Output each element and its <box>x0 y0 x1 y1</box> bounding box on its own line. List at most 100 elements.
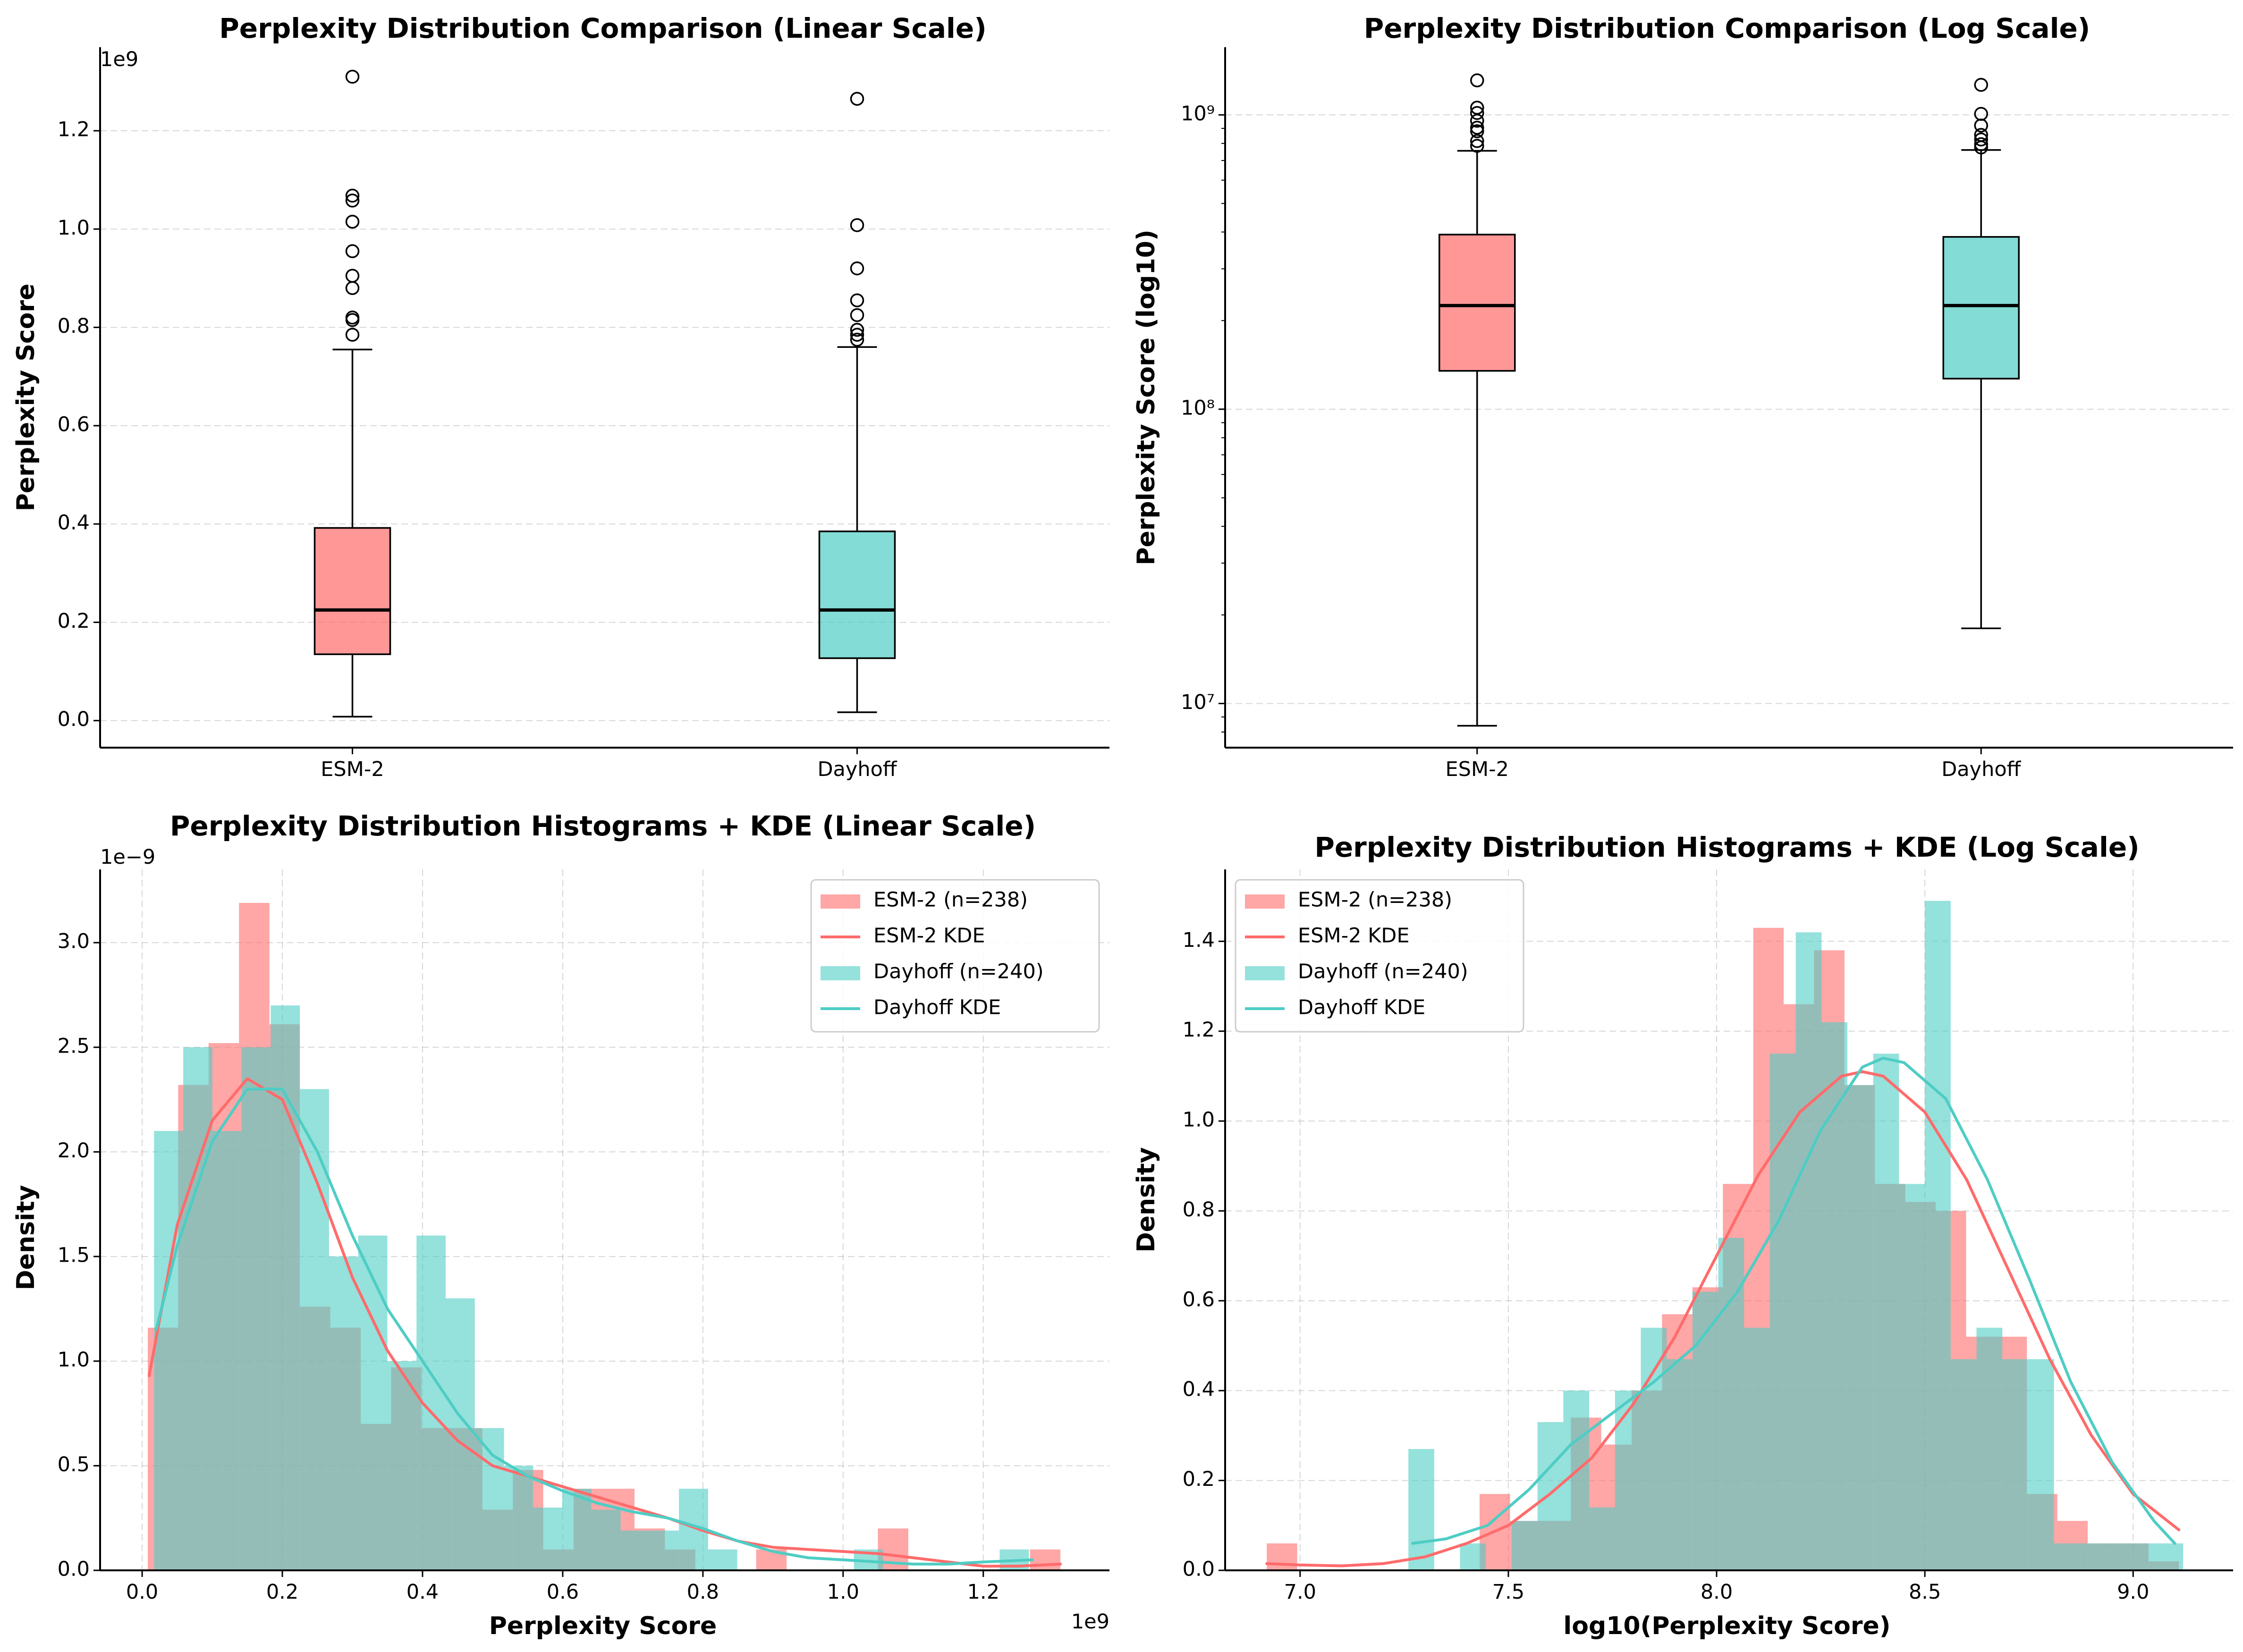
x-tick-label: 8.5 <box>1909 1580 1941 1604</box>
x-tick-label: Dayhoff <box>817 758 897 781</box>
y-tick-label: 0.4 <box>1183 1378 1215 1401</box>
y-tick-label: 0.8 <box>58 314 90 338</box>
chart-title: Perplexity Distribution Comparison (Log … <box>1364 12 2091 44</box>
legend-label: ESM-2 KDE <box>873 924 985 948</box>
histogram-bar-dayhoff <box>708 1549 737 1570</box>
histogram-linear-panel: Perplexity Distribution Histograms + KDE… <box>12 810 1109 1640</box>
legend-label: ESM-2 (n=238) <box>873 888 1028 912</box>
histogram-bar-dayhoff <box>1615 1391 1641 1570</box>
histogram-bar-dayhoff <box>1899 1184 1925 1570</box>
chart-title: Perplexity Distribution Histograms + KDE… <box>170 810 1036 842</box>
kde-line-dayhoff <box>1411 1056 2176 1545</box>
histogram-bar-dayhoff <box>1950 1359 1977 1570</box>
legend-label: Dayhoff (n=240) <box>873 960 1044 984</box>
histogram-bar-dayhoff <box>1408 1449 1434 1570</box>
y-tick-label: 2.5 <box>58 1034 90 1058</box>
histogram-bar-dayhoff <box>1769 1054 1796 1570</box>
outlier-dayhoff <box>1974 128 1988 142</box>
legend-frame <box>810 879 1100 1033</box>
y-axis-label: Perplexity Score (log10) <box>1132 229 1160 565</box>
y-tick-label: 1.0 <box>58 216 90 240</box>
outlier-esm2 <box>1470 120 1484 135</box>
histogram-bar-dayhoff <box>358 1235 388 1570</box>
boxplot-log-panel: Perplexity Distribution Comparison (Log … <box>1132 12 2233 781</box>
outlier-dayhoff <box>850 323 864 337</box>
x-tick-label: 9.0 <box>2117 1580 2149 1604</box>
y-tick-label: 0.0 <box>58 708 90 731</box>
outlier-dayhoff <box>850 328 864 342</box>
histogram-bar-dayhoff <box>591 1509 621 1570</box>
x-tick-label: ESM-2 <box>1446 758 1509 781</box>
histogram-bar-dayhoff <box>2054 1543 2080 1570</box>
histogram-bar-dayhoff <box>300 1089 329 1570</box>
histogram-bar-dayhoff <box>2157 1543 2184 1570</box>
y-tick-label: 0.6 <box>58 413 90 436</box>
histogram-bar-dayhoff <box>271 1005 300 1570</box>
box-dayhoff <box>1942 236 2020 379</box>
legend-label: Dayhoff (n=240) <box>1298 960 1468 984</box>
box-esm2 <box>313 527 391 655</box>
histogram-bar-dayhoff <box>1976 1327 2003 1570</box>
legend-label: ESM-2 KDE <box>1298 924 1410 948</box>
y-axis-label: Density <box>1132 1147 1160 1253</box>
legend: ESM-2 (n=238) ESM-2 KDE Dayhoff (n=240) Day… <box>810 879 1100 1033</box>
histogram-bar-dayhoff <box>1511 1521 1538 1570</box>
kde-line-dayhoff <box>154 1087 1034 1566</box>
outlier-esm2 <box>1470 139 1484 153</box>
y-tick-label: 1.2 <box>1183 1018 1215 1042</box>
histogram-bar-esm2 <box>1267 1543 1297 1570</box>
y-tick-label: 0.0 <box>1183 1558 1215 1581</box>
y-tick-label: 1.5 <box>58 1244 90 1267</box>
histogram-bar-dayhoff <box>1537 1422 1564 1570</box>
legend-label: Dayhoff KDE <box>873 996 1001 1020</box>
histogram-bar-dayhoff <box>533 1508 563 1570</box>
y-offset-label: 1e9 <box>100 48 138 71</box>
outlier-esm2 <box>345 269 360 283</box>
y-tick-label: 0.4 <box>58 511 90 535</box>
outlier-esm2 <box>1470 106 1484 120</box>
outlier-dayhoff <box>1974 132 1988 147</box>
outlier-esm2 <box>345 281 360 295</box>
y-tick-label: 0.5 <box>58 1453 90 1476</box>
x-tick-label: 0.4 <box>406 1580 439 1604</box>
histogram-bar-dayhoff <box>1847 1085 1873 1570</box>
legend-swatch-dayhoff <box>821 966 860 980</box>
histogram-bar-dayhoff <box>1744 1327 1770 1570</box>
outlier-dayhoff <box>1974 137 1988 152</box>
outlier-dayhoff <box>1974 107 1988 121</box>
y-tick-label: 0.8 <box>1183 1198 1215 1222</box>
legend-swatch-dayhoff <box>1245 966 1285 980</box>
chart-title: Perplexity Distribution Histograms + KDE… <box>1314 831 2139 863</box>
x-axis-label: log10(Perplexity Score) <box>1563 1612 1890 1640</box>
y-tick-label: 1.4 <box>1183 928 1215 952</box>
outlier-dayhoff <box>850 332 864 347</box>
outlier-esm2 <box>345 214 360 229</box>
y-tick-label: 10⁸ <box>1181 396 1215 420</box>
histogram-bar-dayhoff <box>620 1530 650 1570</box>
histogram-bar-dayhoff <box>1460 1543 1486 1570</box>
outlier-dayhoff <box>1974 118 1988 133</box>
y-tick-label: 10⁹ <box>1181 102 1215 126</box>
outlier-esm2 <box>1470 134 1484 148</box>
x-tick-label: 0.8 <box>687 1580 719 1604</box>
boxplot-linear-panel: Perplexity Distribution Comparison (Line… <box>12 12 1109 781</box>
outlier-dayhoff <box>850 92 864 106</box>
y-tick-label: 2.0 <box>58 1139 90 1163</box>
histogram-bar-dayhoff <box>2028 1359 2054 1570</box>
box-dayhoff <box>818 531 896 659</box>
histogram-bar-dayhoff <box>1795 932 1822 1570</box>
outlier-esm2 <box>345 194 360 208</box>
histogram-bar-dayhoff <box>1925 901 1951 1570</box>
histogram-bar-dayhoff <box>1718 1238 1744 1570</box>
histogram-bar-dayhoff <box>329 1256 358 1570</box>
x-tick-label: 1.0 <box>827 1580 859 1604</box>
outlier-dayhoff <box>1974 78 1988 92</box>
histogram-bar-dayhoff <box>1589 1507 1615 1570</box>
y-axis-label: Perplexity Score <box>12 284 40 511</box>
legend-swatch-esm2 <box>821 894 860 909</box>
kde-line-esm2 <box>147 1077 1062 1568</box>
y-tick-label: 3.0 <box>58 930 90 953</box>
x-tick-label: Dayhoff <box>1941 758 2021 781</box>
histogram-bar-dayhoff <box>504 1466 533 1570</box>
